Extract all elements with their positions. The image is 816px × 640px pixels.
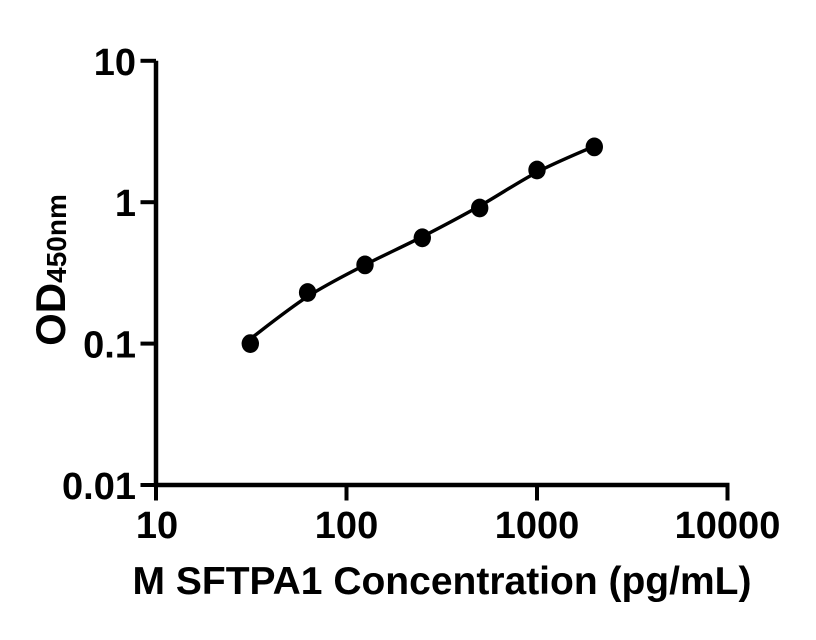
x-tick-label-10000: 10000 [675,505,781,547]
y-axis-title-subscript: 450nm [41,194,72,283]
y-axis-tick-labels: 10 1 0.1 0.01 [62,42,136,508]
data-point [356,255,374,275]
x-axis-ticks [154,485,730,501]
y-tick-label-0.01: 0.01 [62,466,136,508]
data-point [585,137,603,157]
x-tick-label-1000: 1000 [495,505,580,547]
data-point [528,160,546,180]
y-axis-title: OD450nm [27,194,74,346]
y-tick-label-0.1: 0.1 [83,325,136,367]
y-axis-title-main: OD [27,283,74,346]
axis-lines [153,60,730,488]
y-axis-ticks [140,58,156,487]
data-point [413,228,431,248]
data-point [298,283,317,302]
x-tick-label-100: 100 [315,505,378,547]
x-tick-label-10: 10 [136,505,178,547]
data-point [471,198,489,218]
x-axis-tick-labels: 10 100 1000 10000 [136,505,780,547]
data-points [241,137,603,353]
data-point [241,334,259,353]
x-axis-title: M SFTPA1 Concentration (pg/mL) [133,560,752,603]
y-tick-label-10: 10 [94,42,136,84]
y-tick-label-1: 1 [115,183,136,225]
